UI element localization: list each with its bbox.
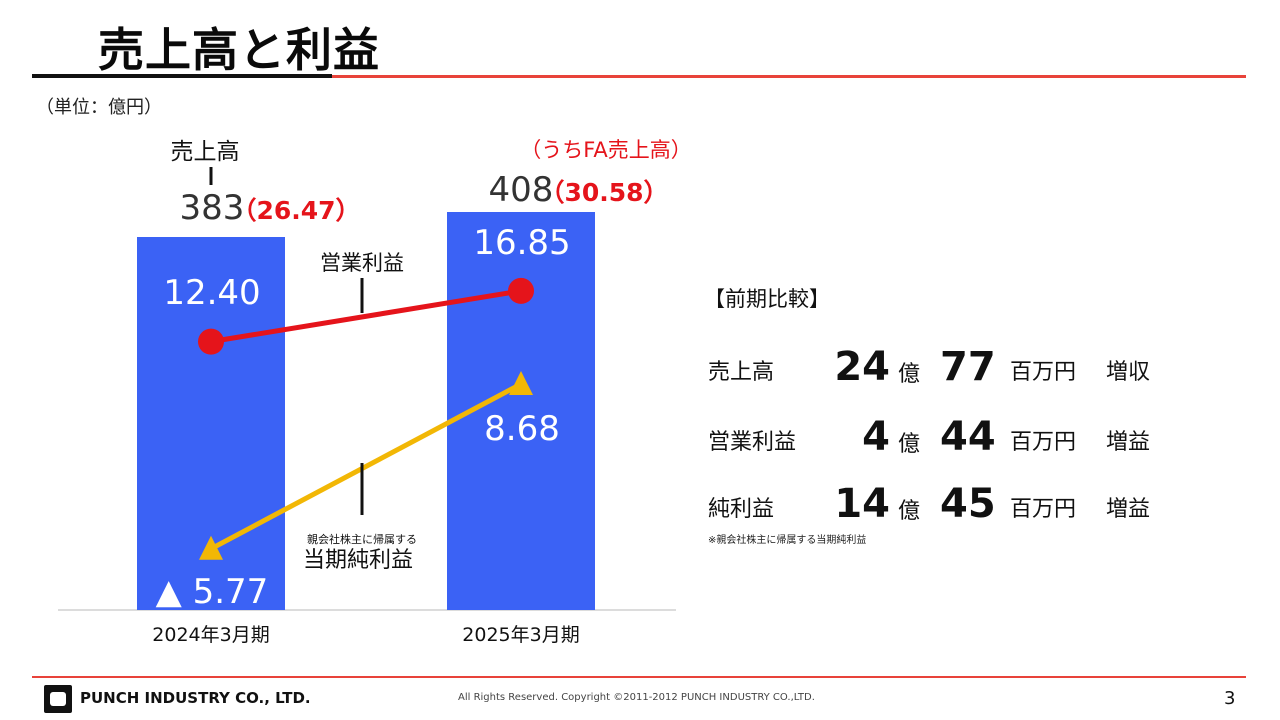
x-tick-2024: 2024年3月期 (152, 624, 269, 646)
net-value-2025: 8.68 (484, 409, 560, 449)
company-name: PUNCH INDUSTRY CO., LTD. (80, 689, 311, 707)
comparison-man-value: 44 (940, 414, 996, 460)
copyright-text: All Rights Reserved. Copyright ©2011-201… (458, 692, 815, 703)
fa-value-2024: （26.47） (231, 196, 360, 225)
net-profit-point-2024 (199, 535, 223, 560)
comparison-oku-value: 4 (862, 414, 890, 460)
footer-rule (32, 676, 1246, 678)
net-profit-point-2025 (509, 371, 533, 396)
comparison-result: 増収 (1106, 360, 1151, 385)
x-tick-2025: 2025年3月期 (462, 624, 579, 646)
net-profit-label-small: 親会社株主に帰属する (307, 532, 417, 546)
comparison-oku-value: 14 (834, 481, 890, 527)
bar-value-sales-2025: 408 (489, 170, 554, 210)
fa-sales-header: （うちFA売上高） (520, 138, 692, 162)
comparison-result: 増益 (1106, 497, 1151, 522)
title-underline-black (32, 74, 332, 78)
unit-label: （単位：億円） (36, 97, 162, 118)
comparison-oku-unit: 億 (898, 499, 921, 524)
comparison-man-value: 77 (940, 344, 996, 390)
net-value-2024: ▲ 5.77 (156, 572, 269, 612)
sales-series-label: 売上高 (171, 139, 240, 165)
operating-profit-point-2025 (508, 277, 534, 304)
comparison-label: 純利益 (708, 497, 775, 522)
comparison-label: 営業利益 (708, 430, 797, 455)
comparison-result: 増益 (1106, 430, 1151, 455)
company-logo-icon (44, 685, 72, 713)
operating-profit-line (210, 288, 522, 345)
comparison-heading: 【前期比較】 (704, 287, 830, 311)
page-number: 3 (1224, 688, 1236, 709)
op-value-2024: 12.40 (163, 273, 260, 313)
comparison-row-sales: 売上高 24 億 77 百万円 増収 (708, 330, 1168, 390)
page-title: 売上高と利益 (98, 23, 380, 77)
comparison-row-net: 純利益 14 億 45 百万円 増益 (708, 467, 1168, 527)
fa-value-2025: （30.58） (539, 178, 668, 207)
net-profit-line (209, 381, 523, 551)
comparison-oku-unit: 億 (898, 432, 921, 457)
comparison-oku-value: 24 (834, 344, 890, 390)
comparison-man-value: 45 (940, 481, 996, 527)
operating-profit-point-2024 (198, 328, 224, 355)
comparison-footnote: ※親会社株主に帰属する当期純利益 (708, 535, 867, 546)
bar-value-sales-2024: 383 (180, 188, 245, 228)
comparison-unit: 百万円 (1010, 430, 1077, 455)
title-underline-red (332, 75, 1246, 78)
op-value-2025: 16.85 (473, 223, 570, 263)
comparison-label: 売上高 (708, 360, 775, 385)
net-profit-label: 当期純利益 (303, 548, 413, 573)
comparison-row-operating: 営業利益 4 億 44 百万円 増益 (708, 400, 1168, 460)
comparison-unit: 百万円 (1010, 360, 1077, 385)
comparison-oku-unit: 億 (898, 362, 921, 387)
comparison-unit: 百万円 (1010, 497, 1077, 522)
operating-profit-label: 営業利益 (320, 251, 404, 275)
